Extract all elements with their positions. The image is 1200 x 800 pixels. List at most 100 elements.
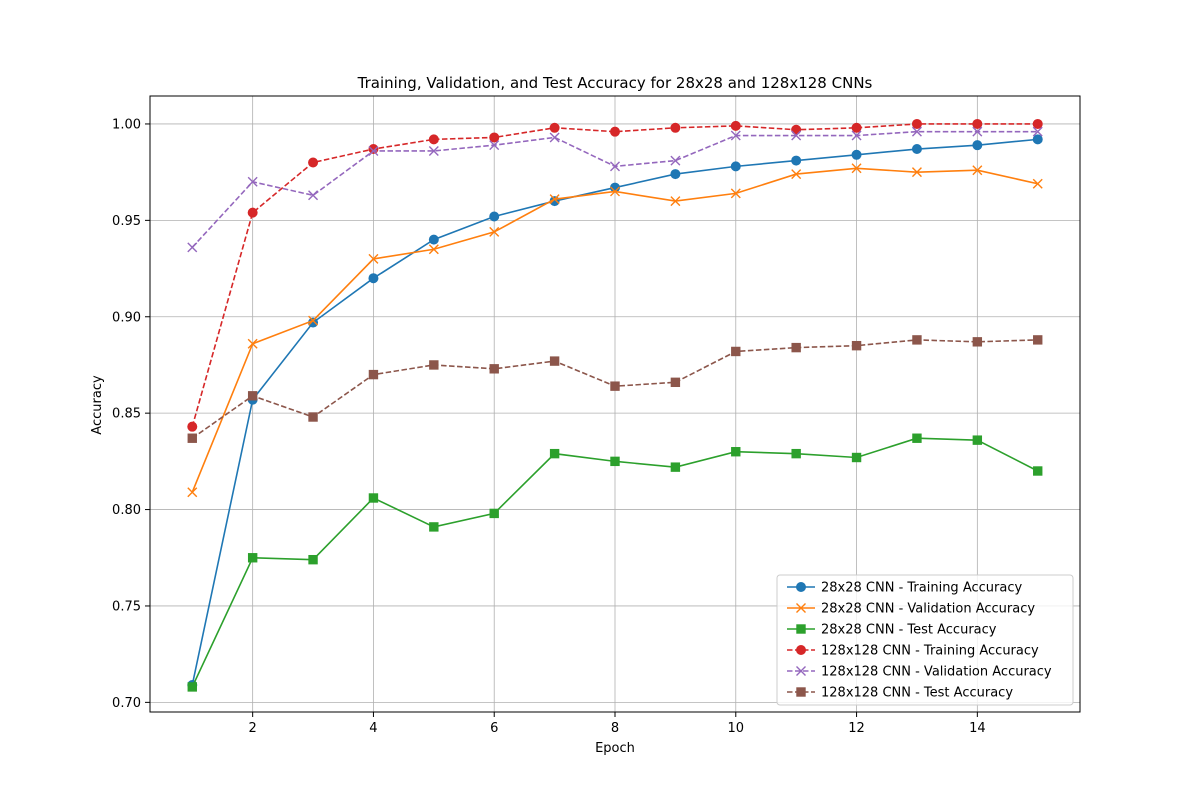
data-point [670,196,681,207]
data-point [1032,126,1043,137]
x-tick-label: 12 [848,721,865,736]
data-point [428,234,439,245]
data-point [851,163,862,174]
data-point [731,447,741,457]
y-tick-label: 0.80 [112,503,141,518]
data-point [911,118,922,129]
data-point [187,433,197,443]
data-point [308,315,319,326]
data-point [791,155,802,166]
x-tick-label: 14 [969,721,986,736]
y-axis-label: Accuracy [90,375,105,435]
data-point [549,122,560,133]
data-point [247,338,258,349]
legend-label: 128x128 CNN - Validation Accuracy [821,665,1052,680]
y-axis-ticks: 0.70 0.75 0.80 0.85 0.90 0.95 1.00 [112,117,150,711]
data-point [187,421,198,432]
y-tick-label: 0.95 [112,214,141,229]
legend-item: 28x28 CNN - Validation Accuracy [787,602,1035,617]
data-point [670,122,681,133]
data-point [549,194,560,205]
data-point [247,553,258,563]
data-point [972,118,983,129]
y-tick-label: 0.75 [112,599,141,614]
series-5 [187,126,1043,253]
data-point [428,244,439,255]
series-2 [187,163,1043,498]
data-point [187,682,197,692]
data-point [731,346,741,357]
chart-title: Training, Validation, and Test Accuracy … [357,74,873,92]
data-point [1033,466,1043,476]
y-tick-label: 0.90 [112,310,141,325]
legend-label: 28x28 CNN - Training Accuracy [821,581,1022,596]
data-point [368,145,379,156]
data-point [1032,134,1043,145]
legend: 28x28 CNN - Training Accuracy 28x28 CNN -… [776,574,1074,706]
data-point [610,126,620,137]
x-tick-label: 2 [249,721,257,736]
data-point [851,122,862,133]
data-point [730,130,741,141]
data-point [368,144,379,155]
data-point [912,335,922,345]
data-point [670,462,681,472]
data-point [247,176,258,187]
legend-item: 128x128 CNN - Training Accuracy [787,644,1039,659]
data-point [308,412,318,422]
legend-item: 28x28 CNN - Training Accuracy [787,581,1022,596]
legend-box [776,574,1074,706]
series-3 [187,433,1043,692]
legend-marker [796,666,806,676]
data-point [851,452,862,463]
data-point [791,169,802,180]
data-point [489,211,500,222]
data-point [489,132,500,143]
data-point [911,144,922,155]
legend-marker [796,582,806,592]
series-line [191,123,1038,427]
series-6 [187,335,1043,443]
data-point [368,253,379,264]
data-point [912,433,922,443]
data-point [489,508,499,519]
data-point [972,126,983,137]
data-point [670,377,681,388]
data-point [1032,178,1043,189]
data-point [972,337,983,347]
data-point [247,391,258,401]
data-point [308,157,319,168]
data-point [791,342,801,353]
data-point [368,273,379,284]
y-tick-label: 0.70 [112,696,141,711]
plot-series [187,118,1043,692]
legend-label: 128x128 CNN - Test Accuracy [821,686,1013,701]
data-point [368,369,379,380]
data-point [730,120,741,131]
data-point [489,140,500,151]
legend-item: 28x28 CNN - Test Accuracy [787,623,997,638]
data-point [610,161,620,172]
x-tick-label: 8 [611,721,619,736]
x-axis-ticks: 2 4 6 8 10 12 14 [249,712,986,736]
data-point [791,130,802,141]
data-point [549,132,560,143]
legend-item: 128x128 CNN - Test Accuracy [787,686,1013,701]
legend-label: 28x28 CNN - Validation Accuracy [821,602,1035,617]
data-point [429,522,439,532]
data-point [1033,335,1043,345]
data-point [368,493,379,503]
data-point [911,167,922,178]
legend-marker [796,624,806,634]
legend-label: 28x28 CNN - Test Accuracy [821,623,997,638]
legend-label: 128x128 CNN - Training Accuracy [821,644,1039,659]
data-point [851,340,862,351]
data-point [1032,118,1043,129]
data-point [911,126,922,137]
data-point [489,364,499,374]
data-point [791,448,801,459]
data-point [610,456,620,467]
data-point [730,161,741,172]
series-4 [187,118,1043,432]
data-point [610,186,620,197]
